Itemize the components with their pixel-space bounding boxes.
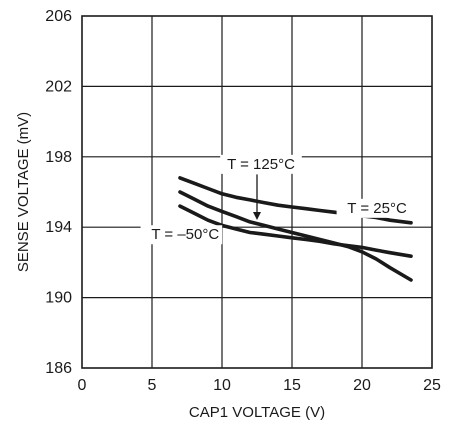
x-tick-label: 0 — [78, 377, 87, 394]
y-tick-label: 186 — [45, 360, 72, 377]
arrow-head — [253, 212, 261, 221]
label-t-25c: T = 25°C — [347, 200, 407, 217]
y-tick-label: 206 — [45, 8, 72, 25]
label-t-minus50c: T = –50°C — [151, 226, 219, 243]
x-tick-label: 25 — [423, 377, 441, 394]
y-tick-label: 190 — [45, 290, 72, 307]
x-axis-label: CAP1 VOLTAGE (V) — [189, 404, 325, 421]
x-tick-label: 5 — [148, 377, 157, 394]
series-line-t-50-c — [178, 204, 413, 258]
label-t-25c-bg — [336, 198, 410, 218]
plot-frame — [81, 15, 433, 369]
y-axis-label: SENSE VOLTAGE (mV) — [15, 112, 32, 272]
y-tick-label: 194 — [45, 219, 72, 236]
annotations: T = 125°C T = 25°C T = –50°C — [140, 154, 410, 245]
x-tick-label: 10 — [213, 377, 231, 394]
x-tick-label: 15 — [283, 377, 301, 394]
grid — [82, 16, 432, 368]
tick-labels: 0 5 10 15 20 25 186 190 194 198 202 206 — [45, 8, 441, 394]
label-t-125c: T = 125°C — [227, 156, 295, 173]
y-tick-label: 198 — [45, 149, 72, 166]
label-t-minus50c-bg — [140, 225, 223, 245]
label-t-125c-bg — [220, 154, 302, 174]
y-tick-label: 202 — [45, 78, 72, 95]
series-line-t-125-c — [178, 190, 413, 282]
x-tick-label: 20 — [353, 377, 371, 394]
